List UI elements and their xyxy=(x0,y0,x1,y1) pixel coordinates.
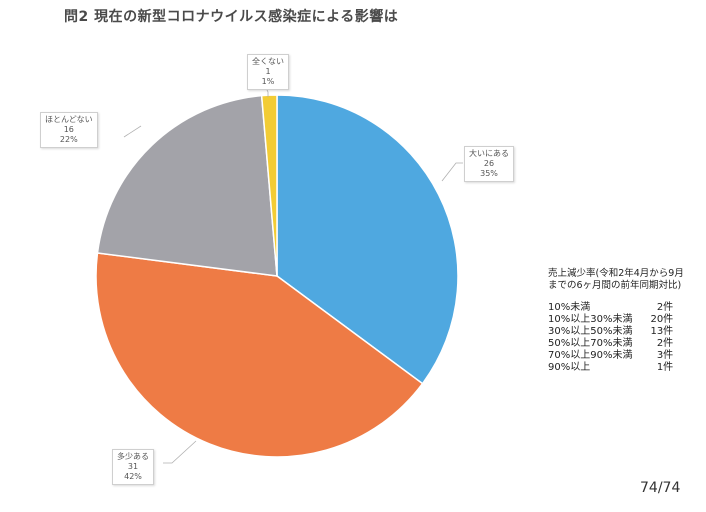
range-label: 70%以上90%未満 xyxy=(548,350,633,361)
sales-decline-note: 売上減少率(令和2年4月から9月 までの6ヶ月間の前年同期対比) 10%未満 2件… xyxy=(548,268,684,374)
range-label: 30%以上50%未満 xyxy=(548,326,633,337)
range-count: 1件 xyxy=(656,362,674,373)
table-row: 70%以上90%未満 3件 xyxy=(548,350,673,362)
slice-label-mattaku: 全くない 1 1% xyxy=(247,54,289,90)
slice-label-name: 大いにある xyxy=(469,149,509,158)
slice-label-pct: 35% xyxy=(480,169,498,178)
range-count: 2件 xyxy=(656,338,674,349)
slice-label-pct: 42% xyxy=(124,472,142,481)
range-label: 10%未満 xyxy=(548,302,591,313)
range-count: 3件 xyxy=(656,350,674,361)
slice-label-name: 全くない xyxy=(252,57,284,66)
sales-decline-heading: 売上減少率(令和2年4月から9月 までの6ヶ月間の前年同期対比) xyxy=(548,268,684,292)
slice-label-oi: 大いにある 26 35% xyxy=(464,146,514,182)
page-number: 74/74 xyxy=(640,480,681,496)
range-label: 50%以上70%未満 xyxy=(548,338,633,349)
slice-label-name: ほとんどない xyxy=(45,115,93,124)
sales-decline-heading-line: までの6ヶ月間の前年同期対比) xyxy=(548,280,682,291)
leader-line-oi xyxy=(441,162,463,182)
table-row: 50%以上70%未満 2件 xyxy=(548,338,673,350)
slice-tashou xyxy=(95,252,424,458)
slice-label-pct: 1% xyxy=(261,77,275,86)
slice-label-pct: 22% xyxy=(59,135,78,144)
slice-label-name: 多少ある xyxy=(117,452,149,461)
range-label: 10%以上30%未満 xyxy=(548,314,633,325)
slice-label-count: 16 xyxy=(63,125,74,134)
slice-label-tashou: 多少ある 31 42% xyxy=(112,449,154,485)
table-row: 90%以上 1件 xyxy=(548,362,673,374)
slice-label-hotondo: ほとんどない 16 22% xyxy=(40,112,98,148)
slice-label-count: 31 xyxy=(127,462,139,471)
table-row: 10%未満 2件 xyxy=(548,302,673,314)
slice-hotondo xyxy=(96,94,278,277)
slice-oi xyxy=(276,94,459,385)
sales-decline-table: 10%未満 2件 10%以上30%未満 20件 30%以上50%未満 13件 50%以… xyxy=(548,302,673,374)
range-count: 13件 xyxy=(650,326,674,337)
slice-label-count: 1 xyxy=(265,67,271,76)
chart-title: 問2 現在の新型コロナウイルス感染症による影響は xyxy=(64,9,399,25)
slice-label-count: 26 xyxy=(483,159,495,168)
table-row: 30%以上50%未満 13件 xyxy=(548,326,673,338)
range-label: 90%以上 xyxy=(548,362,591,373)
range-count: 20件 xyxy=(650,314,674,325)
leader-line-tashou xyxy=(163,440,197,464)
sales-decline-heading-line: 売上減少率(令和2年4月から9月 xyxy=(548,268,684,279)
table-row: 10%以上30%未満 20件 xyxy=(548,314,673,326)
leader-line-hotondo xyxy=(123,125,142,138)
range-count: 2件 xyxy=(656,302,674,313)
slice-mattaku xyxy=(260,94,278,277)
